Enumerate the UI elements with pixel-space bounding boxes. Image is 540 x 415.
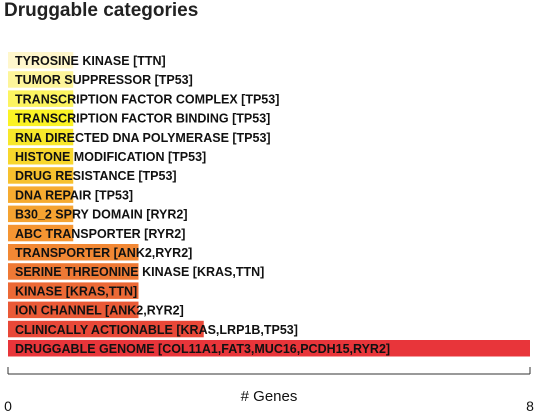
bar-label-11: SERINE THREONINE KINASE [KRAS,TTN] bbox=[15, 265, 264, 279]
bar-label-3: TRANSCRIPTION FACTOR BINDING [TP53] bbox=[15, 112, 270, 126]
bar-13 bbox=[8, 301, 139, 319]
x-tick-label-1: 8 bbox=[526, 398, 534, 414]
bar-2 bbox=[8, 90, 74, 107]
bar-12 bbox=[8, 282, 139, 299]
bar-7 bbox=[8, 186, 74, 203]
bar-15 bbox=[8, 340, 530, 357]
bar-label-13: ION CHANNEL [ANK2,RYR2] bbox=[15, 304, 184, 318]
bar-label-4: RNA DIRECTED DNA POLYMERASE [TP53] bbox=[15, 131, 271, 145]
bar-label-14: CLINICALLY ACTIONABLE [KRAS,LRP1B,TP53] bbox=[15, 323, 298, 337]
chart-title: Druggable categories bbox=[4, 0, 199, 21]
bar-label-0: TYROSINE KINASE [TTN] bbox=[15, 54, 166, 68]
x-axis-title: # Genes bbox=[241, 388, 298, 405]
bar-11 bbox=[8, 263, 139, 280]
bar-9 bbox=[8, 224, 74, 242]
bar-labels-layer: TYROSINE KINASE [TTN] TUMOR SUPPRESSOR [T… bbox=[15, 54, 390, 356]
bar-10 bbox=[8, 244, 139, 261]
bar-6 bbox=[8, 167, 74, 184]
bar-label-1: TUMOR SUPPRESSOR [TP53] bbox=[15, 73, 193, 87]
bar-label-2: TRANSCRIPTION FACTOR COMPLEX [TP53] bbox=[15, 92, 279, 106]
bar-0 bbox=[8, 52, 74, 69]
bar-label-15: DRUGGABLE GENOME [COL11A1,FAT3,MUC16,PCD… bbox=[15, 342, 390, 356]
bar-1 bbox=[8, 71, 74, 88]
bar-label-12: KINASE [KRAS,TTN] bbox=[15, 284, 137, 298]
bar-label-6: DRUG RESISTANCE [TP53] bbox=[15, 169, 177, 183]
bar-label-10: TRANSPORTER [ANK2,RYR2] bbox=[15, 246, 192, 260]
bar-label-8: B30_2 SPRY DOMAIN [RYR2] bbox=[15, 208, 188, 222]
bar-label-9: ABC TRANSPORTER [RYR2] bbox=[15, 227, 185, 241]
bar-14 bbox=[8, 320, 204, 338]
bars-layer bbox=[8, 52, 530, 357]
bar-3 bbox=[8, 109, 74, 127]
bar-8 bbox=[8, 205, 74, 223]
bar-5 bbox=[8, 148, 74, 165]
x-tick-label-0: 0 bbox=[4, 398, 12, 414]
bar-label-7: DNA REPAIR [TP53] bbox=[15, 188, 133, 202]
bar-4 bbox=[8, 128, 74, 146]
bar-label-5: HISTONE MODIFICATION [TP53] bbox=[15, 150, 206, 164]
